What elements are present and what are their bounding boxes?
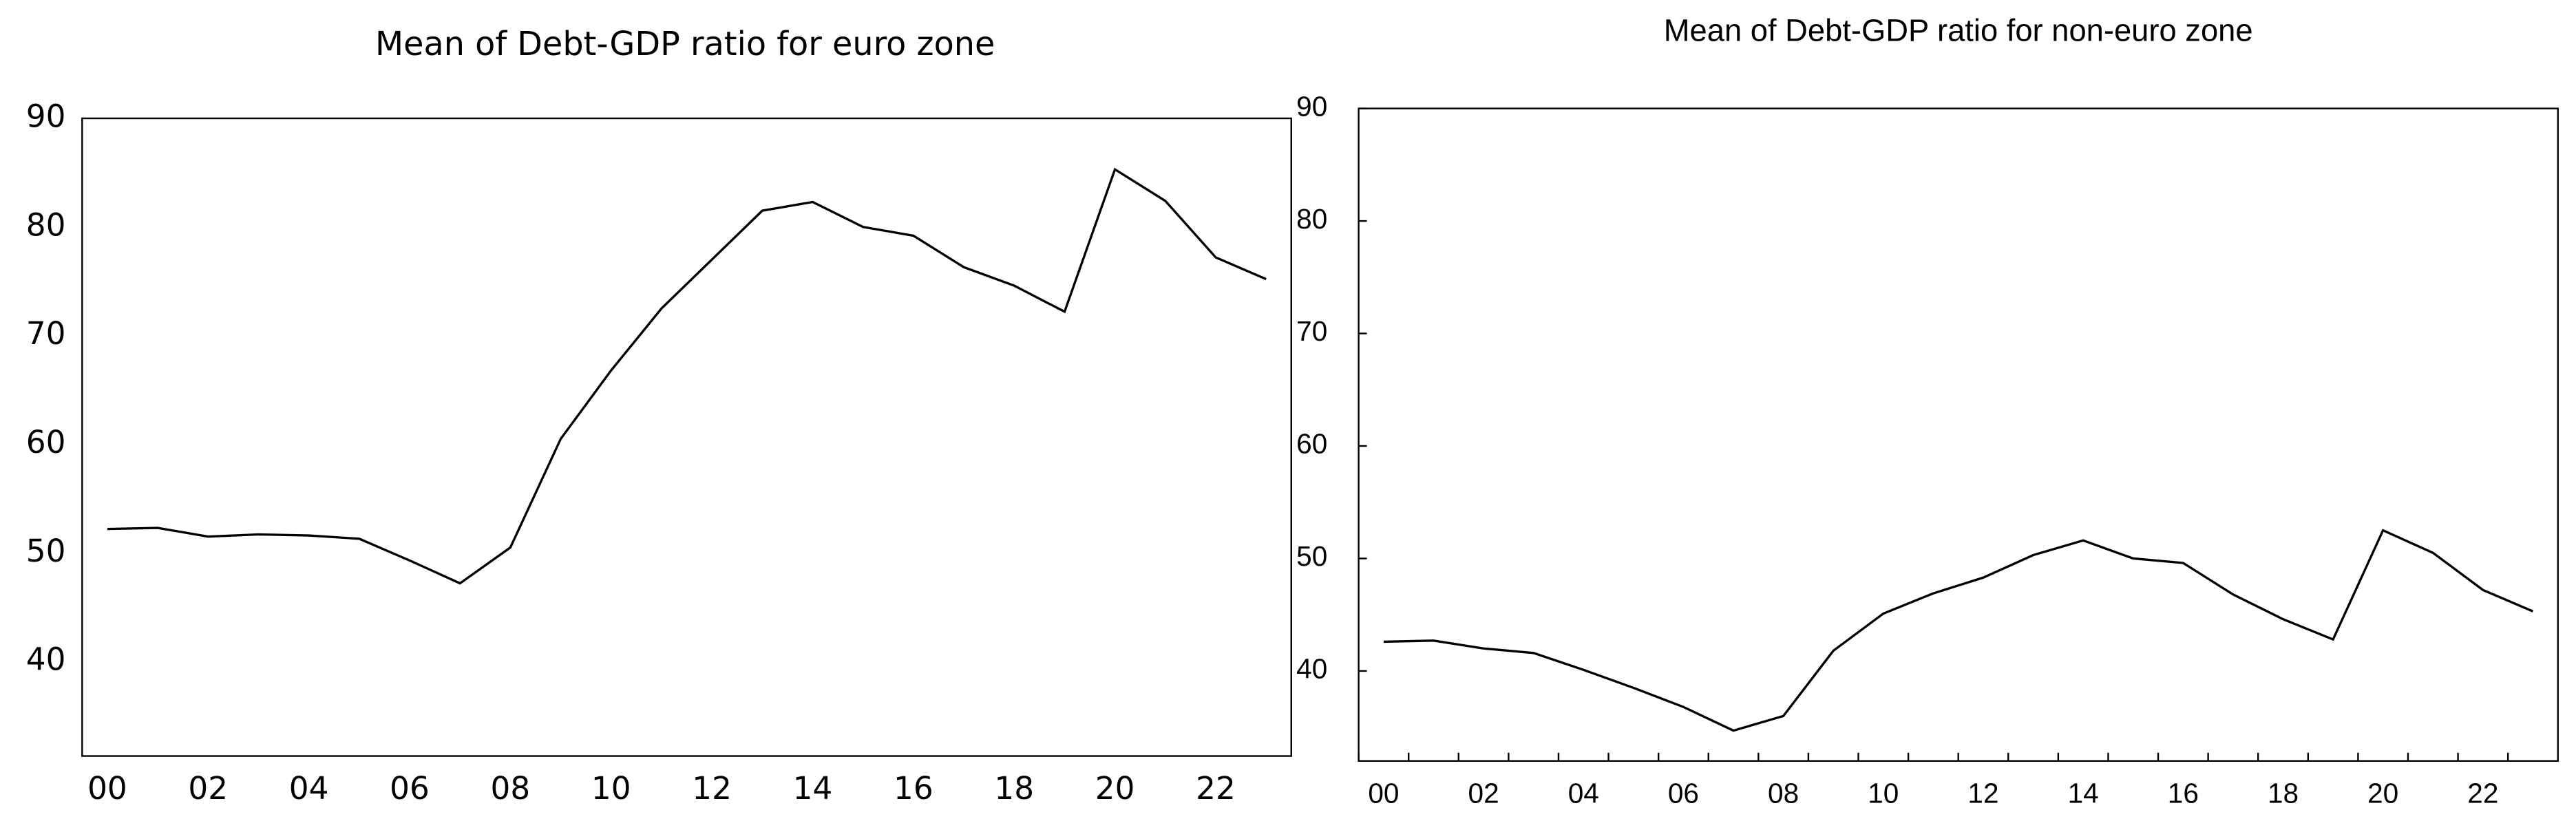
y-tick-label: 40 xyxy=(1296,653,1327,685)
y-tick-label: 90 xyxy=(26,98,66,134)
x-tick-label: 18 xyxy=(2268,778,2299,809)
x-tick-label: 14 xyxy=(793,770,833,807)
x-tick-label: 12 xyxy=(692,770,732,807)
y-tick-label: 80 xyxy=(26,206,66,243)
plot-frame xyxy=(81,117,1292,757)
x-tick-label: 08 xyxy=(1768,778,1799,809)
x-tick-label: 00 xyxy=(87,770,127,807)
x-tick-label: 00 xyxy=(1368,778,1399,809)
y-tick-label: 50 xyxy=(26,533,66,569)
x-tick-label: 10 xyxy=(1868,778,1899,809)
x-tick-label: 18 xyxy=(994,770,1034,807)
x-tick-label: 12 xyxy=(1967,778,1998,809)
y-tick-label: 70 xyxy=(26,315,66,352)
x-tick-label: 04 xyxy=(289,770,329,807)
y-tick-label: 60 xyxy=(26,424,66,460)
x-tick-label: 20 xyxy=(2367,778,2398,809)
chart: Mean of Debt-GDP ratio for non-euro zone… xyxy=(1296,13,2559,809)
y-tick-label: 60 xyxy=(1296,428,1327,460)
x-tick-label: 02 xyxy=(188,770,228,807)
y-tick-label: 40 xyxy=(26,641,66,678)
x-tick-label: 10 xyxy=(591,770,631,807)
x-tick-label: 16 xyxy=(2168,778,2199,809)
data-line xyxy=(107,167,1267,585)
x-tick-label: 14 xyxy=(2068,778,2099,809)
x-tick-label: 20 xyxy=(1095,770,1135,807)
y-tick-label: 50 xyxy=(1296,540,1327,572)
data-line xyxy=(1383,529,2534,732)
chart-title: Mean of Debt-GDP ratio for non-euro zone xyxy=(1664,13,2253,48)
y-tick-label: 80 xyxy=(1296,203,1327,235)
x-tick-label: 04 xyxy=(1568,778,1599,809)
x-tick-label: 22 xyxy=(1196,770,1236,807)
x-tick-label: 06 xyxy=(1668,778,1699,809)
y-tick-label: 90 xyxy=(1296,90,1327,122)
y-tick-label: 70 xyxy=(1296,315,1327,347)
chart-title: Mean of Debt-GDP ratio for euro zone xyxy=(375,25,995,63)
x-tick-label: 08 xyxy=(491,770,531,807)
x-tick-label: 22 xyxy=(2467,778,2498,809)
x-tick-label: 16 xyxy=(894,770,933,807)
x-tick-label: 02 xyxy=(1468,778,1499,809)
chart: Mean of Debt-GDP ratio for euro zone 40 50… xyxy=(26,25,1292,807)
x-tick-label: 06 xyxy=(390,770,430,807)
